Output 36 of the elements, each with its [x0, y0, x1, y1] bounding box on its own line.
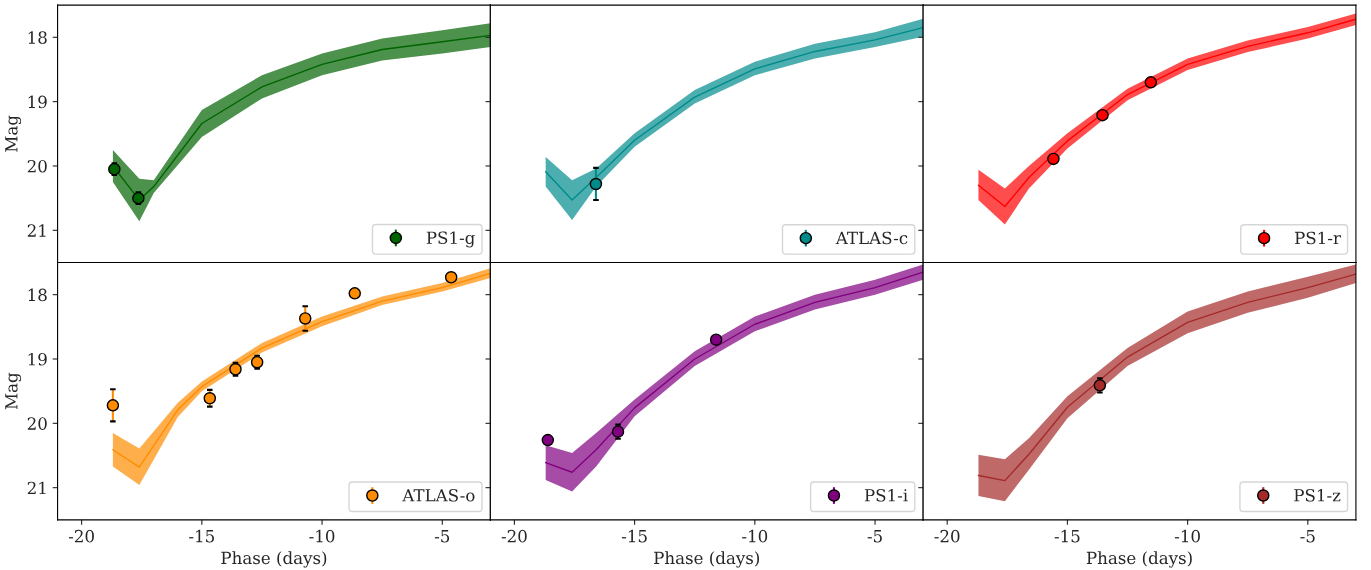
point: [444, 271, 458, 284]
x-tick-label: -10: [1174, 529, 1200, 543]
x-tick-label: -5: [434, 530, 450, 543]
legend-label: PS1-z: [1294, 489, 1341, 502]
legend-label: ATLAS-o: [402, 489, 475, 502]
y-tick-label: 20: [27, 417, 47, 430]
y-tick-label: 18: [28, 31, 47, 44]
x-tick-label: -15: [621, 529, 647, 543]
legend-label: PS1-r: [1295, 231, 1341, 245]
legend-label: PS1-i: [864, 489, 908, 502]
x-tick-label: -15: [1054, 529, 1080, 543]
x-tick-label: -10: [309, 529, 335, 543]
legend-label: PS1-g: [426, 231, 475, 248]
x-axis-title: Phase (days): [1086, 551, 1192, 568]
x-tick-label: -5: [867, 530, 882, 543]
y-tick-label: 18: [28, 288, 47, 302]
x-tick-label: -10: [742, 529, 768, 543]
x-tick-label: -15: [189, 529, 214, 543]
point: [298, 312, 312, 325]
y-tick-label: 19: [28, 95, 47, 109]
point: [348, 287, 362, 300]
x-tick-label: -20: [501, 529, 527, 543]
y-tick-label: 21: [27, 224, 46, 237]
x-axis-title: Phase (days): [654, 551, 760, 568]
point: [106, 399, 120, 412]
y-tick-label: 19: [28, 352, 47, 366]
y-axis-title: Mag: [5, 115, 22, 152]
point: [203, 391, 217, 405]
legend-label: ATLAS-c: [835, 231, 908, 245]
y-axis-title: Mag: [5, 372, 22, 410]
y-tick-label: 20: [27, 159, 47, 173]
y-tick-label: 21: [27, 481, 46, 494]
x-tick-label: -20: [68, 529, 94, 543]
x-tick-label: -20: [934, 529, 960, 543]
x-tick-label: -5: [1300, 530, 1315, 543]
x-axis-title: Phase (days): [221, 551, 327, 568]
